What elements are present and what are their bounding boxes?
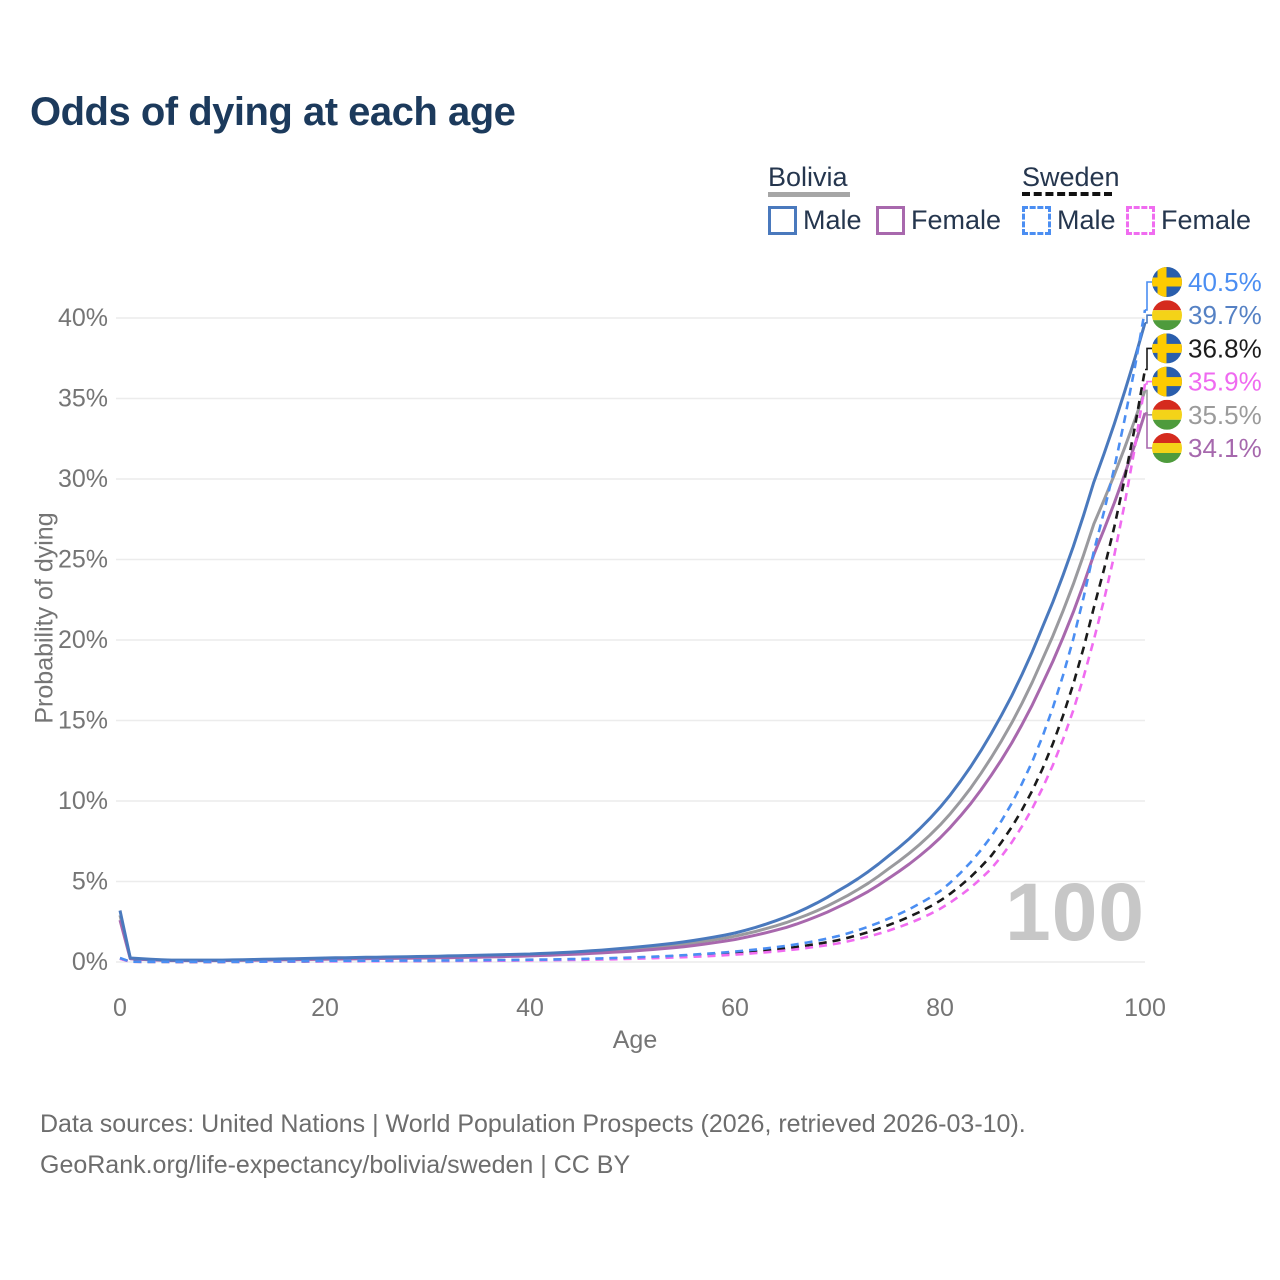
legend-item-label: Female	[911, 205, 1002, 235]
series-line-sweden-female	[119, 383, 1147, 964]
bolivia-flag-icon	[1152, 300, 1182, 331]
legend-bolivia-underline	[768, 192, 850, 197]
axis-tick-labels: 0% 5% 10% 15% 20% 25% 30% 35% 40% 0 20 40 60 80 100	[58, 304, 1166, 1022]
footer-sources-line: Data sources: United Nations | World Pop…	[40, 1110, 1026, 1138]
sweden-flag-icon	[1152, 333, 1182, 364]
legend-group-bolivia: Bolivia	[768, 162, 848, 193]
legend-sweden-label: Sweden	[1022, 162, 1120, 192]
x-tick-label: 100	[1124, 994, 1166, 1022]
bolivia-flag-icon	[1152, 399, 1182, 430]
x-tick-label: 40	[516, 994, 544, 1022]
end-label-connector	[1145, 389, 1152, 416]
legend-group-sweden: Sweden	[1022, 162, 1120, 193]
legend-item-sweden-female[interactable]: Female	[1126, 205, 1251, 236]
legend-bolivia-label: Bolivia	[768, 162, 848, 192]
bolivia-flag-icon	[1152, 433, 1182, 463]
end-label-value-bolivia-female: 34.1%	[1188, 433, 1262, 463]
sweden-flag-icon	[1152, 366, 1182, 397]
legend-swatch-sweden-male	[1022, 206, 1051, 235]
legend-item-bolivia-male[interactable]: Male	[768, 205, 862, 236]
y-tick-label: 10%	[58, 787, 108, 815]
legend-item-label: Male	[1057, 205, 1116, 235]
end-label-connector	[1145, 380, 1152, 385]
end-label-connector	[1145, 314, 1152, 324]
y-tick-label: 5%	[72, 868, 108, 896]
legend-swatch-sweden-female	[1126, 206, 1155, 235]
series-line-sweden-male	[119, 309, 1147, 964]
series-line-bolivia-female	[118, 412, 1147, 963]
watermark-age-100: 100	[1005, 867, 1145, 958]
y-tick-label: 35%	[58, 385, 108, 413]
page-title: Odds of dying at each age	[30, 90, 516, 134]
end-label-connector	[1145, 347, 1152, 371]
footer-link-line[interactable]: GeoRank.org/life-expectancy/bolivia/swed…	[40, 1150, 631, 1179]
sweden-flag-icon	[1152, 267, 1182, 297]
series-line-bolivia-male	[118, 322, 1147, 962]
end-label-value-sweden-male: 40.5%	[1188, 267, 1262, 297]
y-tick-label: 30%	[58, 465, 108, 493]
x-tick-label: 60	[721, 994, 749, 1022]
y-tick-label: 40%	[58, 304, 108, 332]
legend-swatch-bolivia-female	[876, 206, 905, 235]
end-label-value-bolivia-total: 35.5%	[1188, 400, 1262, 430]
legend-item-bolivia-female[interactable]: Female	[876, 205, 1001, 236]
x-tick-label: 0	[113, 994, 127, 1022]
end-label-value-bolivia-male: 39.7%	[1188, 300, 1262, 330]
y-tick-label: 0%	[72, 948, 108, 976]
end-label-connector	[1145, 281, 1152, 311]
gridlines	[116, 317, 1145, 963]
series-lines	[118, 309, 1147, 964]
x-axis-title: Age	[612, 1026, 658, 1054]
footer: Data sources: United Nations | World Pop…	[40, 1104, 1026, 1185]
legend-item-sweden-male[interactable]: Male	[1022, 205, 1116, 236]
x-tick-label: 80	[926, 994, 954, 1022]
legend-item-label: Female	[1161, 205, 1252, 235]
y-axis-title: Probability of dying	[30, 512, 59, 724]
y-tick-label: 15%	[58, 707, 108, 735]
y-tick-label: 20%	[58, 626, 108, 654]
x-tick-label: 20	[311, 994, 339, 1022]
legend-item-label: Male	[803, 205, 862, 235]
end-label-connector	[1145, 412, 1152, 449]
legend-sweden-underline	[1022, 192, 1112, 196]
end-label-value-sweden-total: 36.8%	[1188, 333, 1262, 363]
end-label-value-sweden-female: 35.9%	[1188, 367, 1262, 397]
series-line-bolivia-total	[118, 389, 1147, 962]
legend-swatch-bolivia-male	[768, 206, 797, 235]
end-labels: 40.5%39.7%36.8% 35.9%35.5%34.1%	[1145, 267, 1262, 463]
y-tick-label: 25%	[58, 546, 108, 574]
series-line-sweden-total	[119, 369, 1147, 964]
